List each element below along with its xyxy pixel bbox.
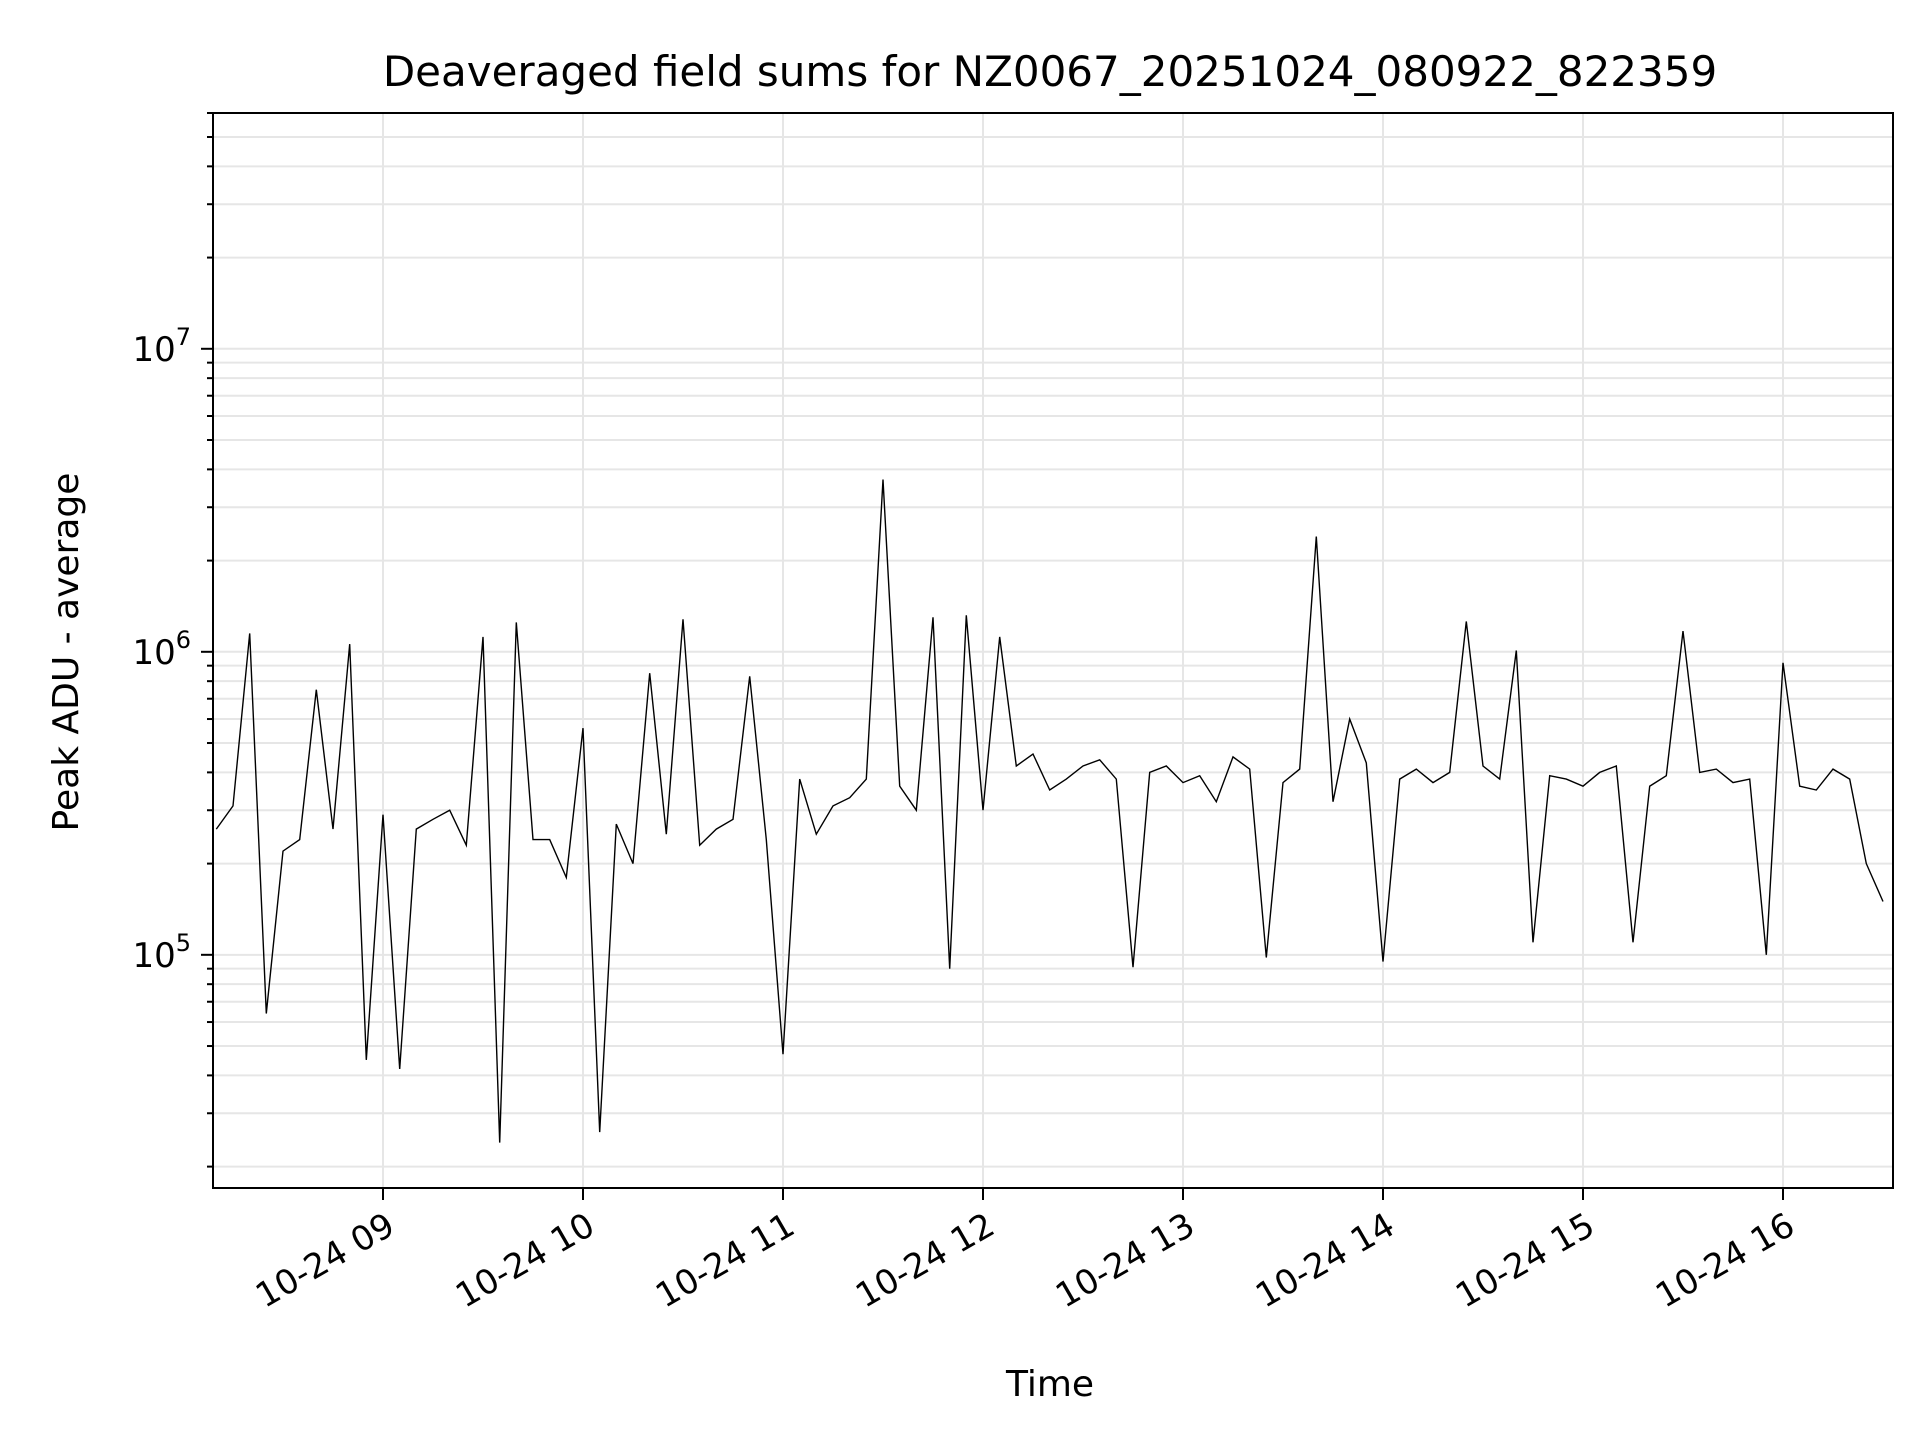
y-tick-label: 107 [132,323,191,370]
x-axis-label: Time [1005,1364,1094,1405]
y-tick-exponent: 7 [176,323,191,351]
chart-title: Deaveraged field sums for NZ0067_2025102… [383,47,1717,96]
y-tick-base: 10 [132,330,175,370]
y-tick-base: 10 [132,633,175,673]
plot-area-background [213,113,1893,1188]
x-gridlines [382,113,1784,1188]
series-line [215,479,1884,1143]
y-tick-exponent: 6 [176,626,191,654]
y-axis-label: Peak ADU - average [46,473,87,832]
plot-frame [212,112,1894,1189]
y-tick-base: 10 [132,936,175,976]
y-tick-label: 106 [132,626,191,673]
y-tick-exponent: 5 [176,929,191,957]
y-tick-label: 105 [132,929,191,976]
